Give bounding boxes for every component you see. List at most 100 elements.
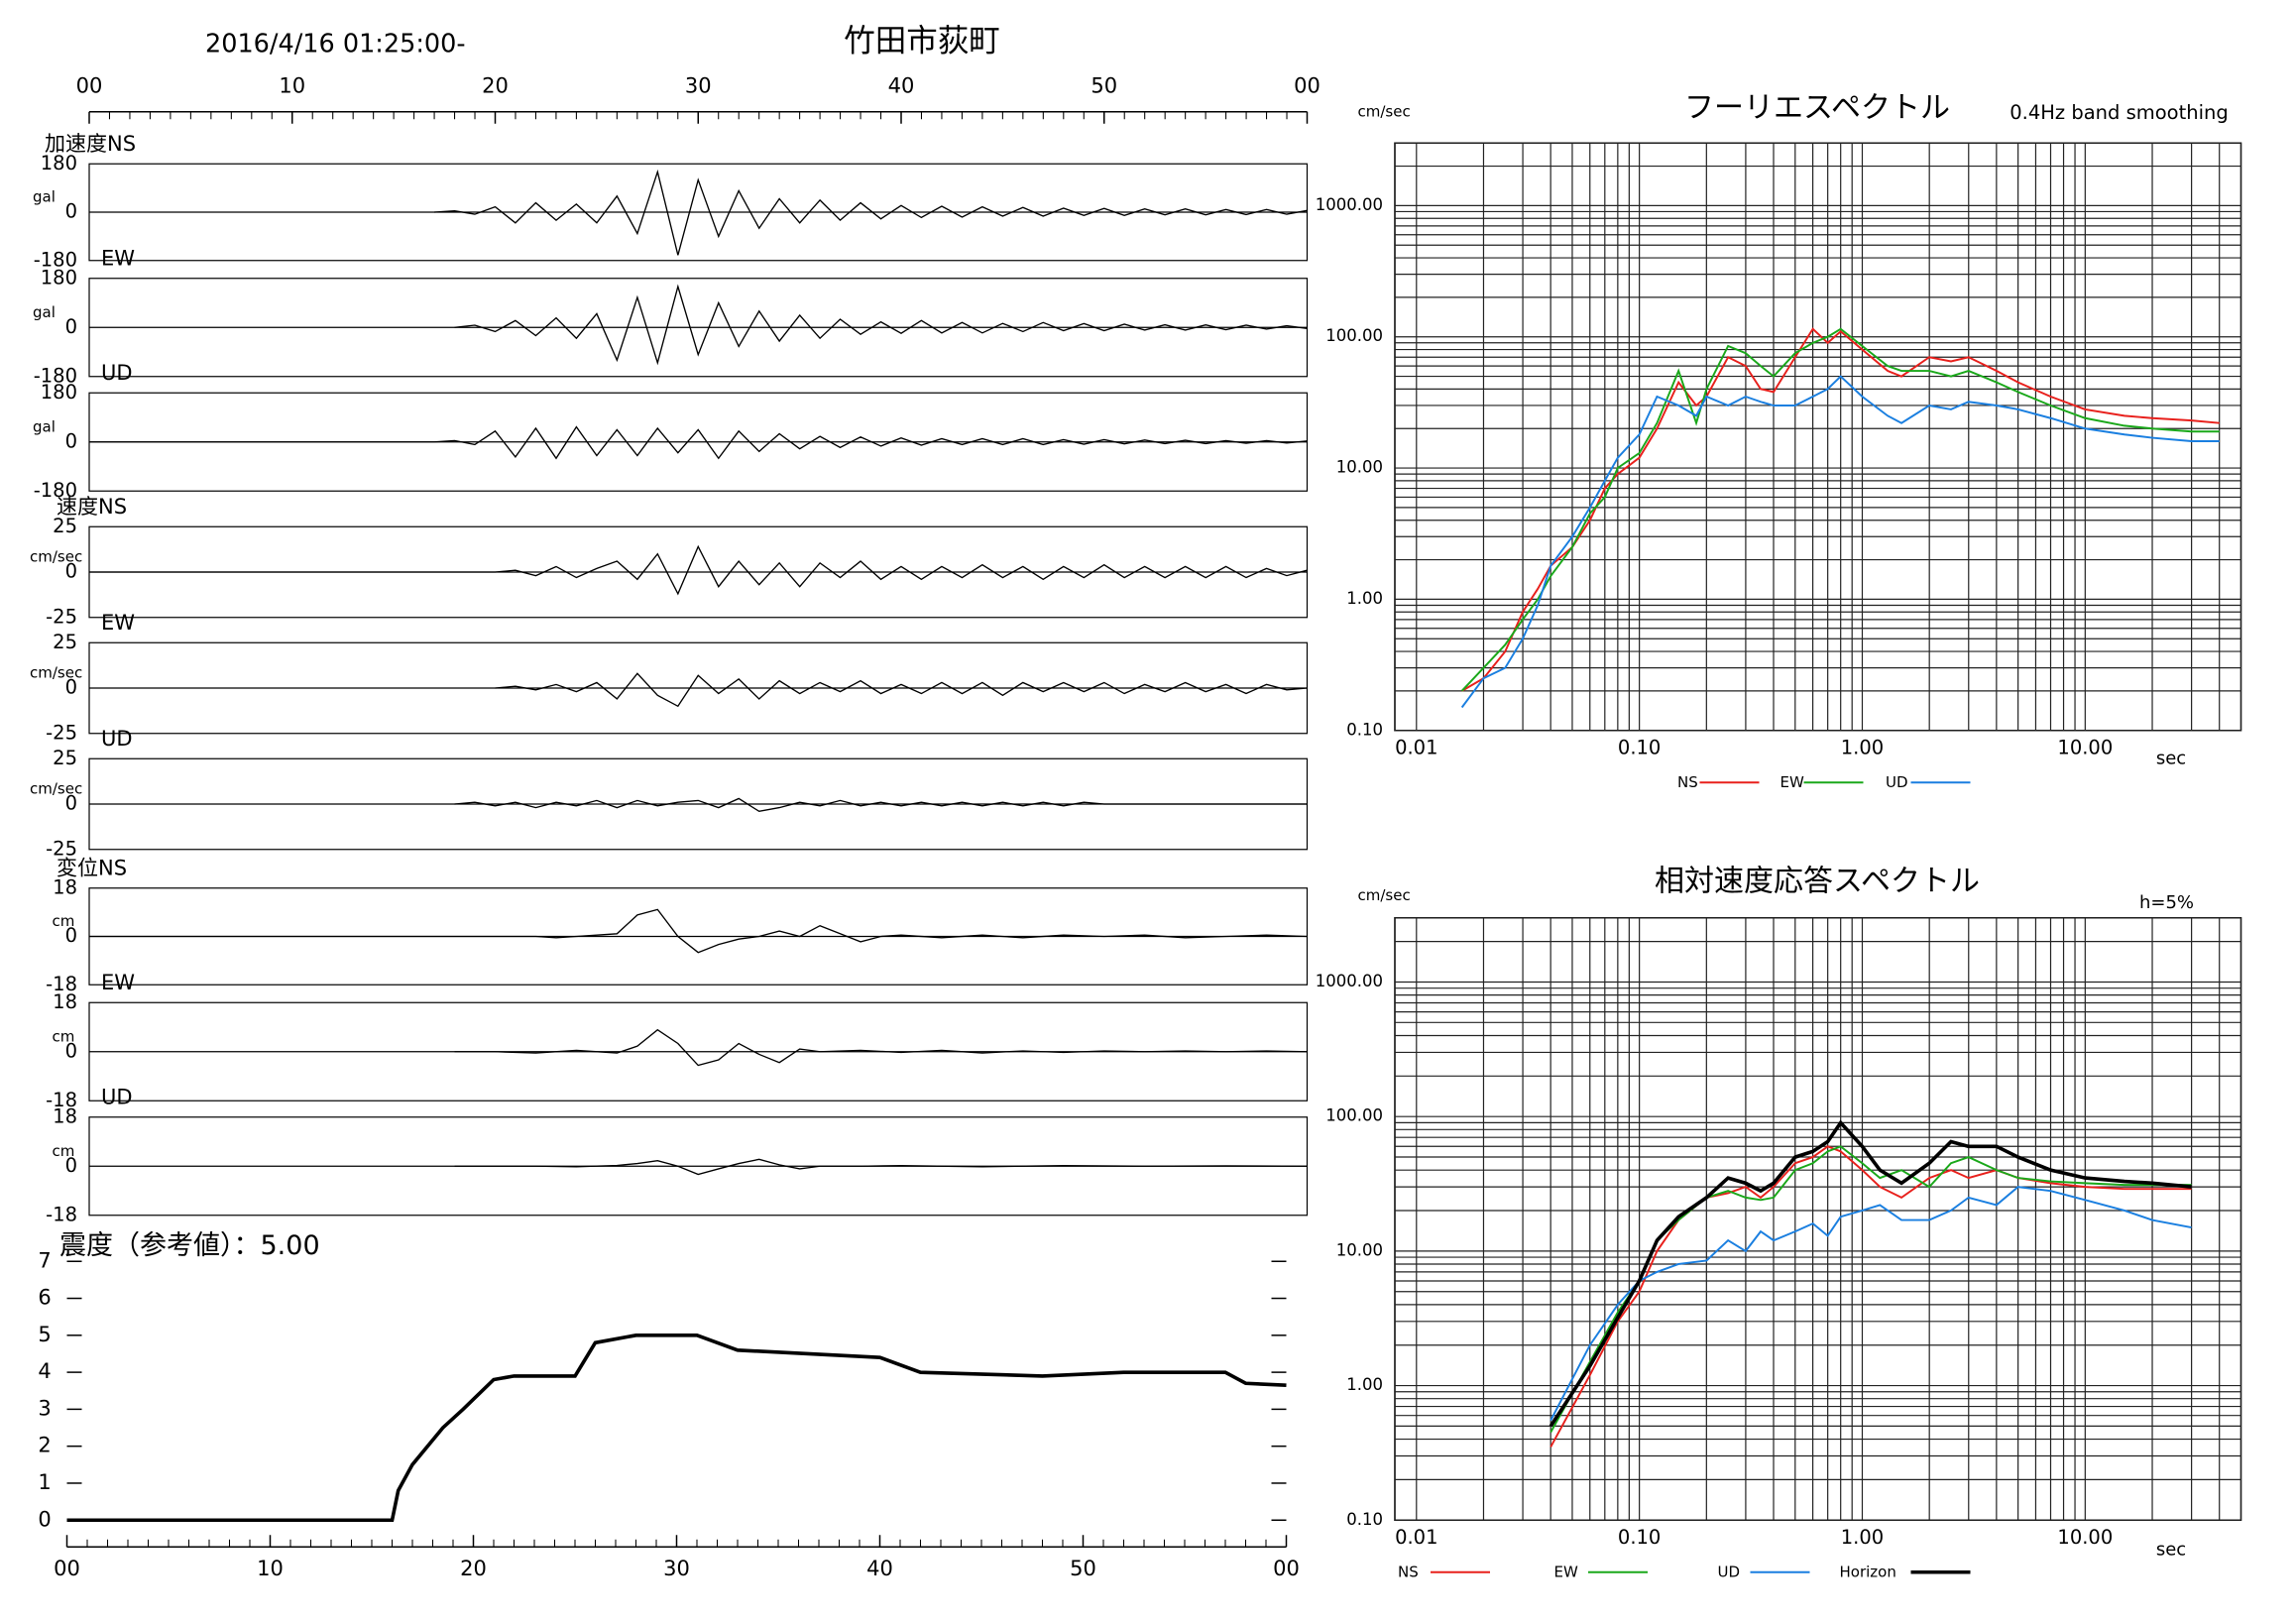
x-unit: sec [2156, 1539, 2186, 1560]
start-time: 2016/4/16 01:25:00- [205, 29, 466, 58]
y-tick-label: -180 [34, 479, 77, 502]
time-tick-label: 20 [482, 73, 509, 97]
y-tick-label: 25 [53, 515, 77, 537]
y-tick-label: -18 [46, 1089, 77, 1111]
y-tick-label: 2 [38, 1434, 51, 1457]
unit-label: cm [53, 1142, 75, 1160]
y-tick-label: 1000.00 [1316, 972, 1383, 990]
unit-label: cm/sec [30, 664, 82, 682]
y-tick-label: 0 [65, 429, 77, 452]
plot-frame [1394, 917, 2242, 1521]
y-tick-label: 0 [65, 924, 77, 947]
spectrum-line [1549, 1119, 2192, 1428]
unit-label: gal [33, 417, 56, 435]
panel-title: EW [101, 246, 135, 270]
y-tick-label: 100.00 [1325, 1106, 1383, 1125]
waveform [89, 908, 1308, 954]
y-tick-label: 0.10 [1346, 1510, 1383, 1529]
y-tick-label: 1 [38, 1470, 51, 1494]
y-tick-label: 18 [53, 990, 77, 1013]
panel-title: UD [101, 727, 133, 751]
spectrum-line [1550, 1145, 2192, 1434]
legend-label: NS [1398, 1563, 1419, 1580]
x-tick-label: 10 [257, 1557, 284, 1580]
y-tick-label: 0 [65, 1039, 77, 1062]
unit-label: cm/sec [30, 780, 82, 798]
waveform [433, 169, 1308, 256]
y-tick-label: -180 [34, 248, 77, 271]
y-tick-label: 180 [41, 266, 77, 289]
legend-label: UD [1718, 1563, 1741, 1580]
spectrum-title: フーリエスペクトル [1684, 90, 1950, 125]
x-tick-label: 10.00 [2057, 1526, 2113, 1549]
y-tick-label: 180 [41, 152, 77, 174]
y-tick-label: 5 [38, 1323, 51, 1346]
panel-title: EW [101, 611, 135, 635]
y-tick-label: 6 [38, 1286, 51, 1310]
x-tick-label: 1.00 [1841, 1526, 1884, 1549]
waveform [495, 672, 1308, 708]
unit-label: cm/sec [30, 548, 82, 566]
time-tick-label: 50 [1091, 73, 1117, 97]
y-tick-label: 10.00 [1336, 1240, 1383, 1259]
unit-label: cm [53, 1027, 75, 1045]
x-tick-label: 00 [54, 1557, 80, 1580]
y-tick-label: 3 [38, 1396, 51, 1420]
x-tick-label: 0.10 [1618, 736, 1661, 758]
panel-title: UD [101, 361, 133, 385]
x-tick-label: 00 [1273, 1557, 1300, 1580]
y-tick-label: 0 [65, 792, 77, 815]
legend-label: UD [1886, 773, 1908, 791]
panel-title: 加速度NS [45, 132, 136, 156]
y-tick-label: 0 [38, 1507, 51, 1531]
spectrum-subtitle: 0.4Hz band smoothing [2009, 101, 2229, 124]
x-tick-label: 30 [663, 1557, 690, 1580]
x-tick-label: 50 [1070, 1557, 1096, 1580]
legend-label: Horizon [1840, 1563, 1896, 1580]
y-unit: cm/sec [1358, 886, 1411, 904]
y-tick-label: 0 [65, 1154, 77, 1177]
y-tick-label: 10.00 [1336, 458, 1383, 477]
time-tick-label: 00 [76, 73, 103, 97]
y-tick-label: 25 [53, 631, 77, 653]
x-tick-label: 20 [460, 1557, 487, 1580]
y-tick-label: -18 [46, 973, 77, 995]
unit-label: cm [53, 912, 75, 930]
legend-label: NS [1677, 773, 1698, 791]
y-tick-label: -180 [34, 364, 77, 387]
x-tick-label: 0.01 [1395, 1526, 1437, 1549]
y-tick-label: 0 [65, 315, 77, 338]
waveform [454, 1158, 1308, 1176]
y-tick-label: 0.10 [1346, 720, 1383, 739]
spectrum-line [1460, 375, 2220, 709]
y-tick-label: 0 [65, 676, 77, 699]
y-tick-label: -25 [46, 837, 77, 860]
time-tick-label: 40 [888, 73, 915, 97]
panel-title: EW [101, 971, 135, 994]
unit-label: gal [33, 188, 56, 206]
waveform [454, 797, 1308, 813]
y-tick-label: 100.00 [1325, 326, 1383, 345]
x-tick-label: 0.10 [1618, 1526, 1661, 1549]
y-tick-label: -25 [46, 721, 77, 744]
x-tick-label: 0.01 [1395, 736, 1437, 758]
x-tick-label: 40 [866, 1557, 893, 1580]
spectrum-line [1550, 1186, 2192, 1422]
y-tick-label: 4 [38, 1359, 51, 1383]
y-tick-label: 18 [53, 875, 77, 898]
y-tick-label: 7 [38, 1248, 51, 1272]
waveform [454, 1028, 1308, 1067]
time-tick-label: 30 [685, 73, 712, 97]
spectrum-line [1460, 327, 2220, 692]
waveform [89, 544, 1308, 596]
y-tick-label: -25 [46, 605, 77, 628]
plot-frame [1394, 142, 2242, 732]
spectrum-subtitle: h=5% [2139, 892, 2194, 913]
intensity-line [66, 1333, 1287, 1523]
intensity-title: 震度（参考値）：5.00 [59, 1230, 320, 1261]
y-unit: cm/sec [1358, 102, 1411, 120]
time-tick-label: 00 [1294, 73, 1320, 97]
y-tick-label: 180 [41, 381, 77, 404]
x-unit: sec [2156, 748, 2186, 768]
legend-label: EW [1554, 1563, 1578, 1580]
